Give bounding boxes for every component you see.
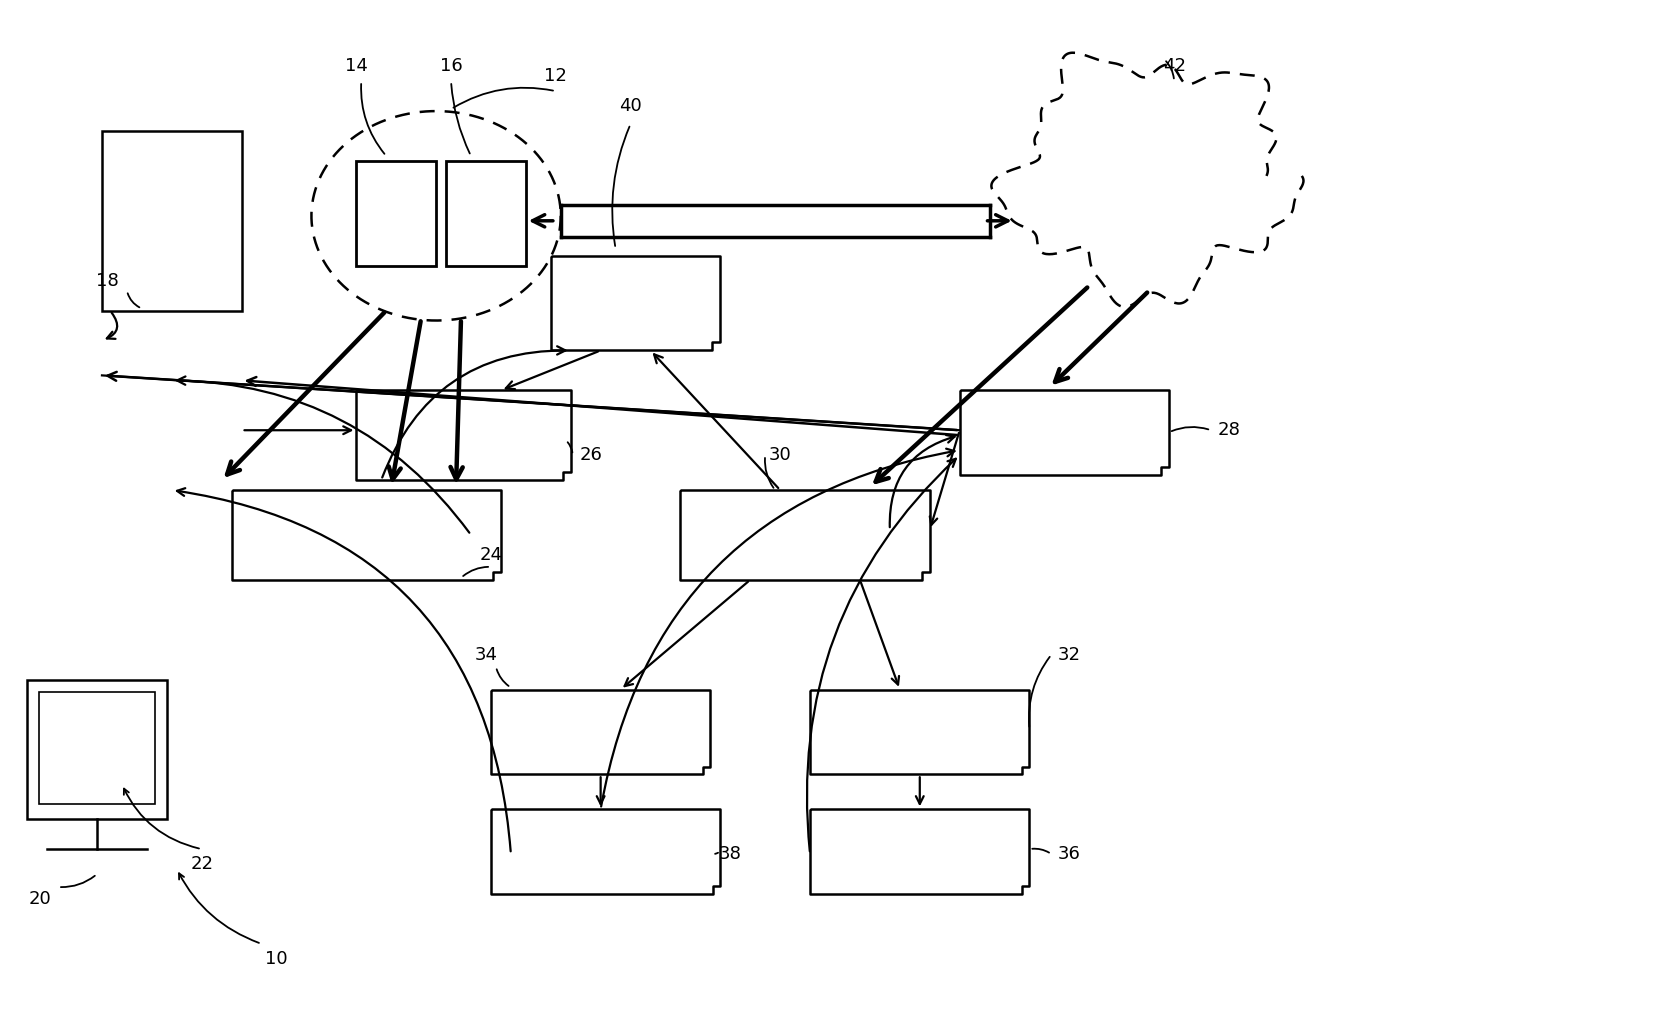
Text: 30: 30 (768, 446, 792, 464)
Text: 42: 42 (1162, 57, 1186, 75)
Text: 40: 40 (619, 97, 642, 115)
Text: 20: 20 (29, 890, 52, 908)
Bar (27, 679, 166, 819)
Text: 24: 24 (480, 546, 503, 564)
Text: 16: 16 (439, 57, 463, 75)
Text: 26: 26 (579, 446, 602, 464)
Bar (356, 161, 436, 266)
Text: 28: 28 (1218, 421, 1241, 439)
Text: 38: 38 (719, 845, 741, 863)
Text: 36: 36 (1058, 845, 1080, 863)
Text: 10: 10 (265, 950, 288, 968)
Bar (39, 692, 154, 804)
Text: 14: 14 (345, 57, 367, 75)
Text: 18: 18 (96, 272, 119, 290)
Text: 22: 22 (190, 855, 213, 873)
Text: 32: 32 (1058, 645, 1082, 664)
Bar (446, 161, 527, 266)
Text: 34: 34 (475, 645, 498, 664)
Text: 12: 12 (545, 67, 567, 85)
Bar (102, 131, 241, 310)
